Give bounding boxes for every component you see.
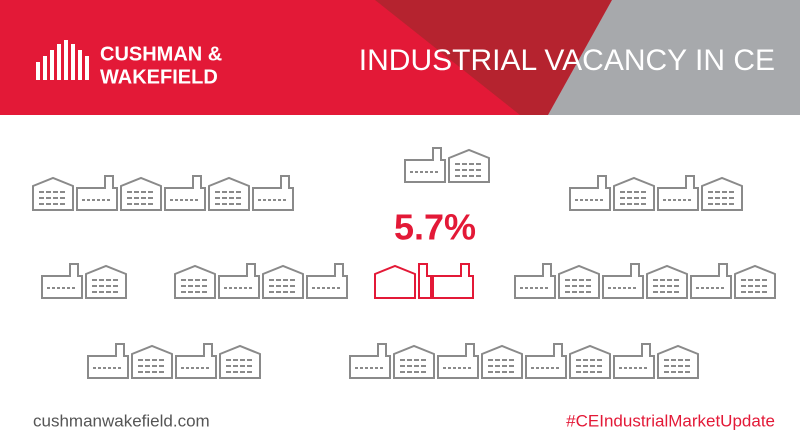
factory-part (613, 176, 655, 211)
factory-part (85, 264, 127, 299)
factory-part (374, 264, 416, 299)
header-accent (375, 0, 612, 115)
factory-icons (32, 147, 776, 379)
factory-part (120, 176, 162, 211)
factory-part (131, 344, 173, 379)
factory-part (306, 263, 348, 299)
factory-part (437, 343, 479, 379)
logo-text: WAKEFIELD (100, 66, 218, 88)
factory-part (208, 176, 250, 211)
factory-part (349, 343, 391, 379)
website: cushmanwakefield.com (33, 411, 210, 430)
title: INDUSTRIAL VACANCY IN CE (359, 44, 775, 77)
factory-part (481, 344, 523, 379)
factory-part (514, 263, 556, 299)
factory-part (569, 344, 611, 379)
header-gray (548, 0, 800, 115)
factory-part (613, 343, 655, 379)
factory-part (690, 263, 732, 299)
factory-part (76, 175, 118, 211)
factory-part (525, 343, 567, 379)
factory-part (404, 147, 446, 183)
factory-part (218, 263, 260, 299)
factory-part (418, 263, 432, 299)
factory-part (558, 264, 600, 299)
factory-part (701, 176, 743, 211)
logo-text: CUSHMAN & (100, 43, 222, 65)
logo-icon (36, 40, 89, 80)
factory-part (569, 175, 611, 211)
factory-part (164, 175, 206, 211)
vacancy-value: 5.7% (394, 207, 476, 248)
factory-part (657, 175, 699, 211)
factory-part (32, 176, 74, 211)
factory-part (602, 263, 644, 299)
factory-part (175, 343, 217, 379)
factory-part (448, 148, 490, 183)
factory-part (262, 264, 304, 299)
factory-part (432, 263, 474, 299)
factory-part (646, 264, 688, 299)
factory-part (87, 343, 129, 379)
factory-part (734, 264, 776, 299)
factory-part (657, 344, 699, 379)
factory-part (174, 264, 216, 299)
hashtag: #CEIndustrialMarketUpdate (566, 411, 775, 430)
factory-part (41, 263, 83, 299)
factory-part (252, 175, 294, 211)
factory-part (393, 344, 435, 379)
factory-part (219, 344, 261, 379)
